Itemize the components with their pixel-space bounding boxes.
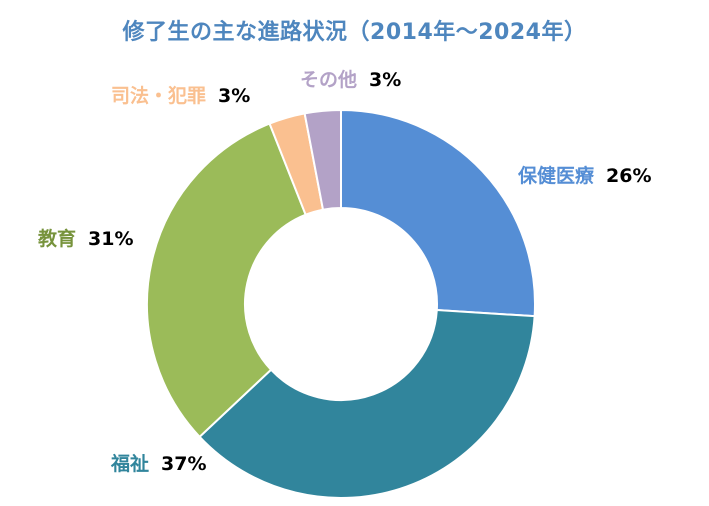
slice-value-sonota: 3%: [369, 69, 401, 91]
slice-kyoiku: [146, 122, 307, 439]
slice-label-sonota: その他 3%: [300, 68, 401, 91]
donut-slices: [146, 108, 536, 499]
slice-labels: 保健医療 26% 福祉 37% 教育 31% 司法・犯罪 3% その他 3%: [38, 68, 652, 475]
slice-value-hoken-iryo: 26%: [606, 165, 651, 187]
slice-label-hoken-iryo: 保健医療 26%: [517, 164, 652, 187]
slice-label-shiho-hanzai: 司法・犯罪 3%: [111, 84, 250, 107]
slice-hoken-iryo: [340, 108, 536, 318]
chart-title: 修了生の主な進路状況（2014年～2024年）: [122, 20, 587, 45]
slice-value-shiho-hanzai: 3%: [218, 85, 250, 107]
slice-label-fukushi: 福祉 37%: [110, 452, 207, 475]
slice-category-shiho-hanzai: 司法・犯罪: [111, 84, 206, 107]
slice-sonota: [303, 108, 342, 211]
slice-label-kyoiku: 教育 31%: [38, 227, 134, 250]
slice-category-fukushi: 福祉: [110, 452, 149, 475]
slice-category-kyoiku: 教育: [38, 227, 76, 250]
slice-fukushi: [198, 308, 536, 499]
slice-value-fukushi: 37%: [161, 453, 206, 475]
slice-category-hoken-iryo: 保健医療: [517, 164, 595, 187]
slice-category-sonota: その他: [300, 68, 357, 91]
slice-value-kyoiku: 31%: [88, 228, 133, 250]
